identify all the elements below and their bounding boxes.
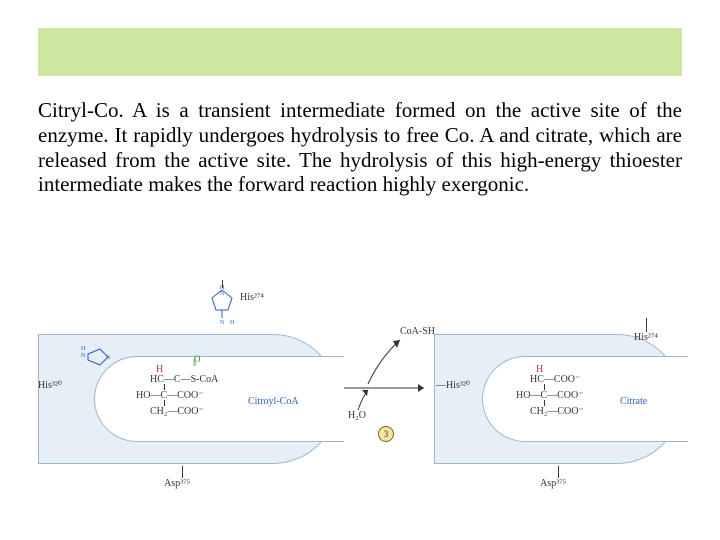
- svg-text:N: N: [220, 291, 225, 297]
- enzyme-active-site-left: [94, 356, 344, 442]
- asp375-label-right: Asp³⁷⁵: [540, 478, 566, 489]
- reaction-arrows: [340, 328, 430, 438]
- his320-label-left: His³²⁰: [38, 380, 62, 391]
- svg-text:H: H: [230, 320, 235, 326]
- header-bar: [38, 28, 682, 76]
- substrate-line3: CH₂—COO⁻: [150, 406, 204, 417]
- imidazole-ring-his320: H N N: [78, 342, 110, 372]
- citroyl-coa-label: Citroyl-CoA: [248, 396, 299, 407]
- svg-text:N: N: [81, 353, 86, 359]
- bond-line: [646, 318, 647, 332]
- svg-text:H: H: [81, 346, 86, 352]
- bond-line: [164, 400, 165, 406]
- imidazole-ring-his274: H N N H: [208, 284, 236, 328]
- product-line1: HC—COO⁻: [530, 374, 580, 385]
- substrate-line2: HO—C—COO⁻: [136, 390, 204, 401]
- coa-sh-label: CoA-SH: [400, 326, 435, 337]
- water-label: H₂O: [348, 410, 366, 421]
- enzyme-active-site-right: [482, 356, 688, 442]
- bond-line: [558, 466, 559, 478]
- bond-line: [164, 384, 165, 390]
- reaction-diagram: H N N H His²⁷⁴ H N N His³²⁰ Asp³⁷⁵ O ‖ H…: [38, 280, 682, 510]
- step-number: 3: [384, 429, 389, 439]
- substrate-line1: HC—C—S-CoA: [150, 374, 218, 385]
- body-paragraph: Citryl-Co. A is a transient intermediate…: [38, 98, 682, 197]
- asp375-label-left: Asp³⁷⁵: [164, 478, 190, 489]
- step-number-circle: 3: [378, 426, 394, 442]
- bond-line: [182, 466, 183, 478]
- svg-text:N: N: [106, 355, 110, 361]
- bond-line: [544, 400, 545, 406]
- product-line2: HO—C—COO⁻: [516, 390, 584, 401]
- his274-label-left: His²⁷⁴: [240, 292, 264, 303]
- his320-label-right: —His³²⁰: [436, 380, 470, 391]
- bond-line: [544, 384, 545, 390]
- product-line3: CH₂—COO⁻: [530, 406, 584, 417]
- carbonyl-dblbond: ‖: [193, 360, 196, 366]
- paragraph-text: Citryl-Co. A is a transient intermediate…: [38, 98, 682, 196]
- his274-label-right: His²⁷⁴: [634, 332, 658, 343]
- svg-text:N: N: [220, 320, 225, 326]
- citrate-label: Citrate: [620, 396, 647, 407]
